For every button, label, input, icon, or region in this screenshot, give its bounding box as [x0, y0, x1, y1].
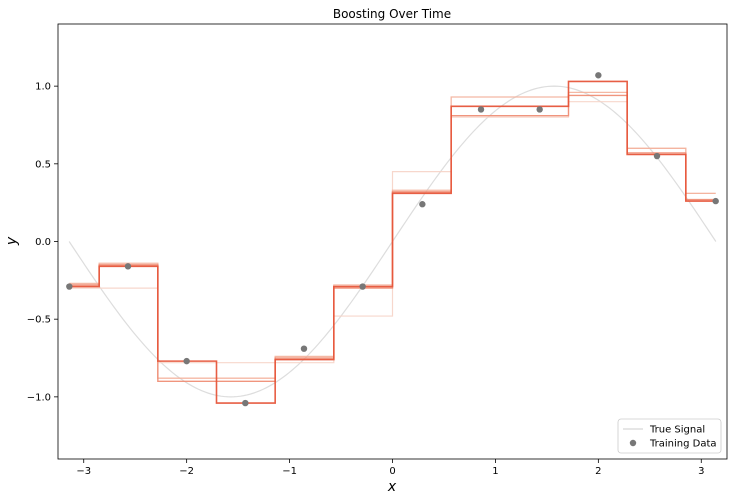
training-data-point: [536, 106, 543, 113]
boost-step-series-4: [69, 80, 716, 404]
legend: True Signal Training Data: [617, 418, 722, 454]
x-tick-label: −2: [179, 466, 194, 477]
y-tick-label: −0.5: [27, 315, 51, 326]
legend-label: Training Data: [649, 439, 717, 450]
y-tick-label: 0.5: [35, 159, 51, 170]
y-tick-label: 1.0: [35, 82, 51, 93]
plot-area: [66, 72, 719, 407]
y-tick-label: −1.0: [27, 392, 51, 403]
x-tick-label: −1: [282, 466, 297, 477]
y-axis-label: y: [4, 236, 20, 246]
x-tick-label: −3: [76, 466, 91, 477]
training-data-point: [242, 399, 249, 407]
training-data-point: [653, 152, 661, 160]
training-data-point: [359, 283, 366, 290]
x-axis-label: x: [387, 479, 397, 495]
training-data-point: [124, 263, 132, 270]
legend-box: [617, 418, 722, 454]
training-data-point: [595, 72, 602, 79]
x-tick-label: 0: [389, 466, 395, 477]
y-axis: −1.0 −0.5 0.0 0.5 1.0: [27, 82, 58, 403]
training-data-point: [66, 283, 73, 290]
x-tick-label: 1: [492, 466, 498, 477]
legend-label: True Signal: [649, 425, 705, 436]
training-data-point: [183, 357, 190, 365]
training-data-point: [419, 201, 426, 208]
training-data-point: [300, 345, 308, 352]
chart-title: Boosting Over Time: [333, 7, 451, 21]
y-tick-label: 0.0: [35, 237, 51, 248]
x-tick-label: 3: [698, 466, 704, 477]
training-data-point: [712, 197, 719, 205]
x-axis: −3 −2 −1 0 1 2 3: [76, 459, 704, 477]
training-data-point: [477, 106, 485, 113]
x-tick-label: 2: [595, 466, 601, 477]
legend-swatch-marker: [629, 439, 637, 447]
